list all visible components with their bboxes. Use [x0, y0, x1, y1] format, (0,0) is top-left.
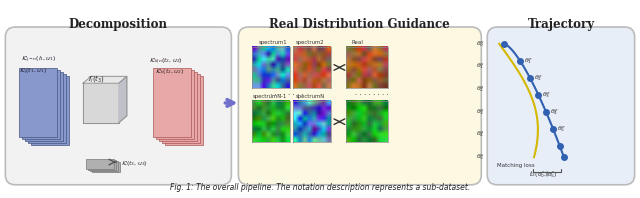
Polygon shape	[90, 161, 118, 171]
Text: Real: Real	[352, 40, 364, 45]
Text: spectrum2: spectrum2	[296, 40, 324, 45]
Text: $\theta_4^e$: $\theta_4^e$	[550, 107, 559, 117]
Polygon shape	[19, 69, 57, 137]
Text: Decomposition: Decomposition	[68, 18, 168, 31]
Polygon shape	[156, 70, 193, 139]
Text: $\theta_5^e$: $\theta_5^e$	[557, 124, 566, 134]
Text: $\mathcal{K}_{k|n}(t_2,u_2)$: $\mathcal{K}_{k|n}(t_2,u_2)$	[148, 56, 182, 65]
Text: $\theta_2^s$: $\theta_2^s$	[476, 84, 484, 94]
Polygon shape	[83, 76, 127, 83]
Polygon shape	[28, 74, 66, 143]
Text: spectrumN: spectrumN	[296, 94, 325, 99]
Polygon shape	[26, 72, 63, 141]
FancyBboxPatch shape	[238, 27, 481, 185]
Text: $\theta_4^s$: $\theta_4^s$	[476, 130, 484, 139]
Text: $\theta_2^e$: $\theta_2^e$	[534, 73, 543, 83]
Text: $\mathcal{K}_{j-n}(l_1,u_1)$: $\mathcal{K}_{j-n}(l_1,u_1)$	[21, 55, 57, 65]
FancyBboxPatch shape	[487, 27, 635, 185]
Text: $\ell_2(\theta_0^s, \theta_5^s)$: $\ell_2(\theta_0^s, \theta_5^s)$	[529, 170, 557, 180]
Text: $\theta_3^s$: $\theta_3^s$	[476, 107, 484, 117]
Polygon shape	[86, 159, 114, 169]
Polygon shape	[153, 69, 191, 137]
Polygon shape	[159, 72, 196, 141]
Text: $\mathcal{T}_i(t_3)$: $\mathcal{T}_i(t_3)$	[87, 73, 105, 84]
Text: · · · · · · · ·: · · · · · · · ·	[355, 92, 388, 98]
Text: $\theta_1^e$: $\theta_1^e$	[524, 56, 532, 66]
Text: $\mathcal{K}_{k}(t_2,u_2)$: $\mathcal{K}_{k}(t_2,u_2)$	[155, 67, 184, 76]
Polygon shape	[31, 76, 69, 145]
Text: spectrum1: spectrum1	[259, 40, 287, 45]
Text: $\theta_5^s$: $\theta_5^s$	[476, 152, 484, 162]
Polygon shape	[164, 76, 202, 145]
FancyBboxPatch shape	[5, 27, 232, 185]
Text: · · · · · · · ·: · · · · · · · ·	[270, 92, 304, 98]
Text: $\mathcal{K}(t_3,u_3)$: $\mathcal{K}(t_3,u_3)$	[121, 159, 148, 168]
Polygon shape	[22, 70, 60, 139]
Text: $\theta_0^s$: $\theta_0^s$	[476, 39, 484, 49]
Polygon shape	[92, 162, 120, 172]
Text: spectrumN-1: spectrumN-1	[252, 94, 287, 99]
Text: Fig. 1: The overall pipeline. The notation description represents a sub-dataset.: Fig. 1: The overall pipeline. The notati…	[170, 183, 470, 192]
Text: Trajectory: Trajectory	[527, 18, 595, 31]
Polygon shape	[88, 160, 116, 170]
Polygon shape	[162, 74, 200, 143]
Text: Matching loss: Matching loss	[497, 163, 535, 168]
Polygon shape	[119, 76, 127, 123]
Text: Real Distribution Guidance: Real Distribution Guidance	[269, 18, 450, 31]
Polygon shape	[83, 83, 119, 123]
Text: $\theta_1^s$: $\theta_1^s$	[476, 62, 484, 71]
Text: $\theta_3^e$: $\theta_3^e$	[542, 90, 551, 100]
Text: $\mathcal{K}_{j}(t_1,u_1)$: $\mathcal{K}_{j}(t_1,u_1)$	[19, 67, 47, 77]
